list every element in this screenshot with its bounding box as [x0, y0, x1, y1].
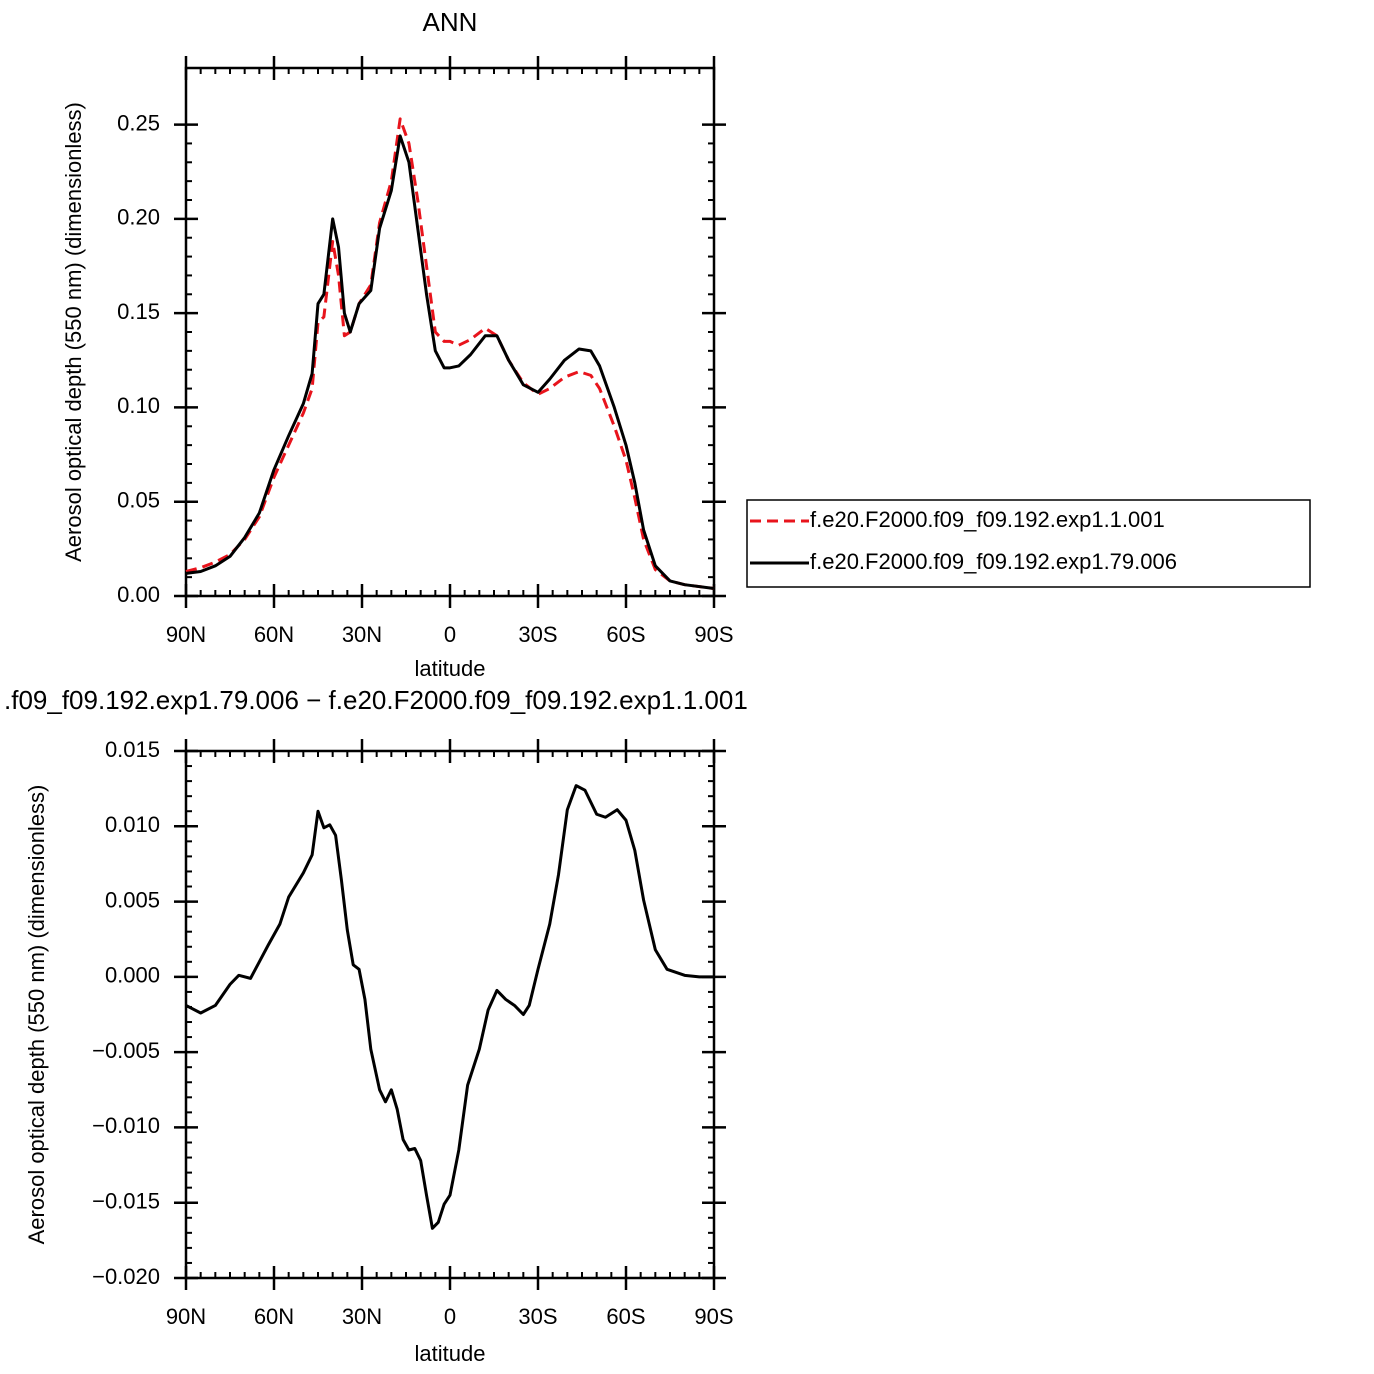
- y-tick-label: −0.020: [92, 1264, 160, 1289]
- data-line: [185, 134, 715, 590]
- x-tick-label: 90S: [694, 1304, 733, 1329]
- y-tick-label: −0.005: [92, 1038, 160, 1063]
- x-tick-label: 0: [444, 1304, 456, 1329]
- x-tick-label: 30N: [342, 1304, 382, 1329]
- y-axis-label: Aerosol optical depth (550 nm) (dimensio…: [61, 102, 86, 562]
- y-tick-label: 0.25: [117, 110, 160, 135]
- x-tick-label: 30S: [518, 622, 557, 647]
- legend-box: [746, 499, 1311, 588]
- x-axis-label: latitude: [415, 656, 486, 681]
- x-tick-label: 60S: [606, 622, 645, 647]
- y-tick-label: −0.010: [92, 1113, 160, 1138]
- y-tick-label: 0.05: [117, 488, 160, 513]
- plot-frame: [184, 749, 716, 1280]
- y-tick-label: 0.010: [105, 812, 160, 837]
- x-tick-label: 0: [444, 622, 456, 647]
- plot-frame: [184, 66, 716, 598]
- x-tick-label: 90N: [166, 622, 206, 647]
- y-tick-label: −0.015: [92, 1189, 160, 1214]
- legend-label: f.e20.F2000.f09_f09.192.exp1.1.001: [810, 507, 1165, 532]
- x-tick-label: 60N: [254, 1304, 294, 1329]
- y-tick-label: 0.005: [105, 887, 160, 912]
- chart-title: .f09_f09.192.exp1.79.006 − f.e20.F2000.f…: [4, 685, 748, 715]
- y-axis-label: Aerosol optical depth (550 nm) (dimensio…: [24, 785, 49, 1245]
- y-tick-label: 0.00: [117, 582, 160, 607]
- x-tick-label: 60N: [254, 622, 294, 647]
- x-tick-label: 90S: [694, 622, 733, 647]
- x-tick-label: 90N: [166, 1304, 206, 1329]
- y-tick-label: 0.10: [117, 393, 160, 418]
- legend-label: f.e20.F2000.f09_f09.192.exp1.79.006: [810, 549, 1177, 574]
- x-axis-label: latitude: [415, 1341, 486, 1366]
- x-tick-label: 30S: [518, 1304, 557, 1329]
- x-tick-label: 60S: [606, 1304, 645, 1329]
- data-line: [185, 784, 714, 1230]
- data-line: [185, 117, 715, 590]
- y-tick-label: 0.000: [105, 963, 160, 988]
- y-tick-label: 0.20: [117, 205, 160, 230]
- chart-title: ANN: [423, 7, 478, 37]
- x-tick-label: 30N: [342, 622, 382, 647]
- y-tick-label: 0.15: [117, 299, 160, 324]
- y-tick-label: 0.015: [105, 737, 160, 762]
